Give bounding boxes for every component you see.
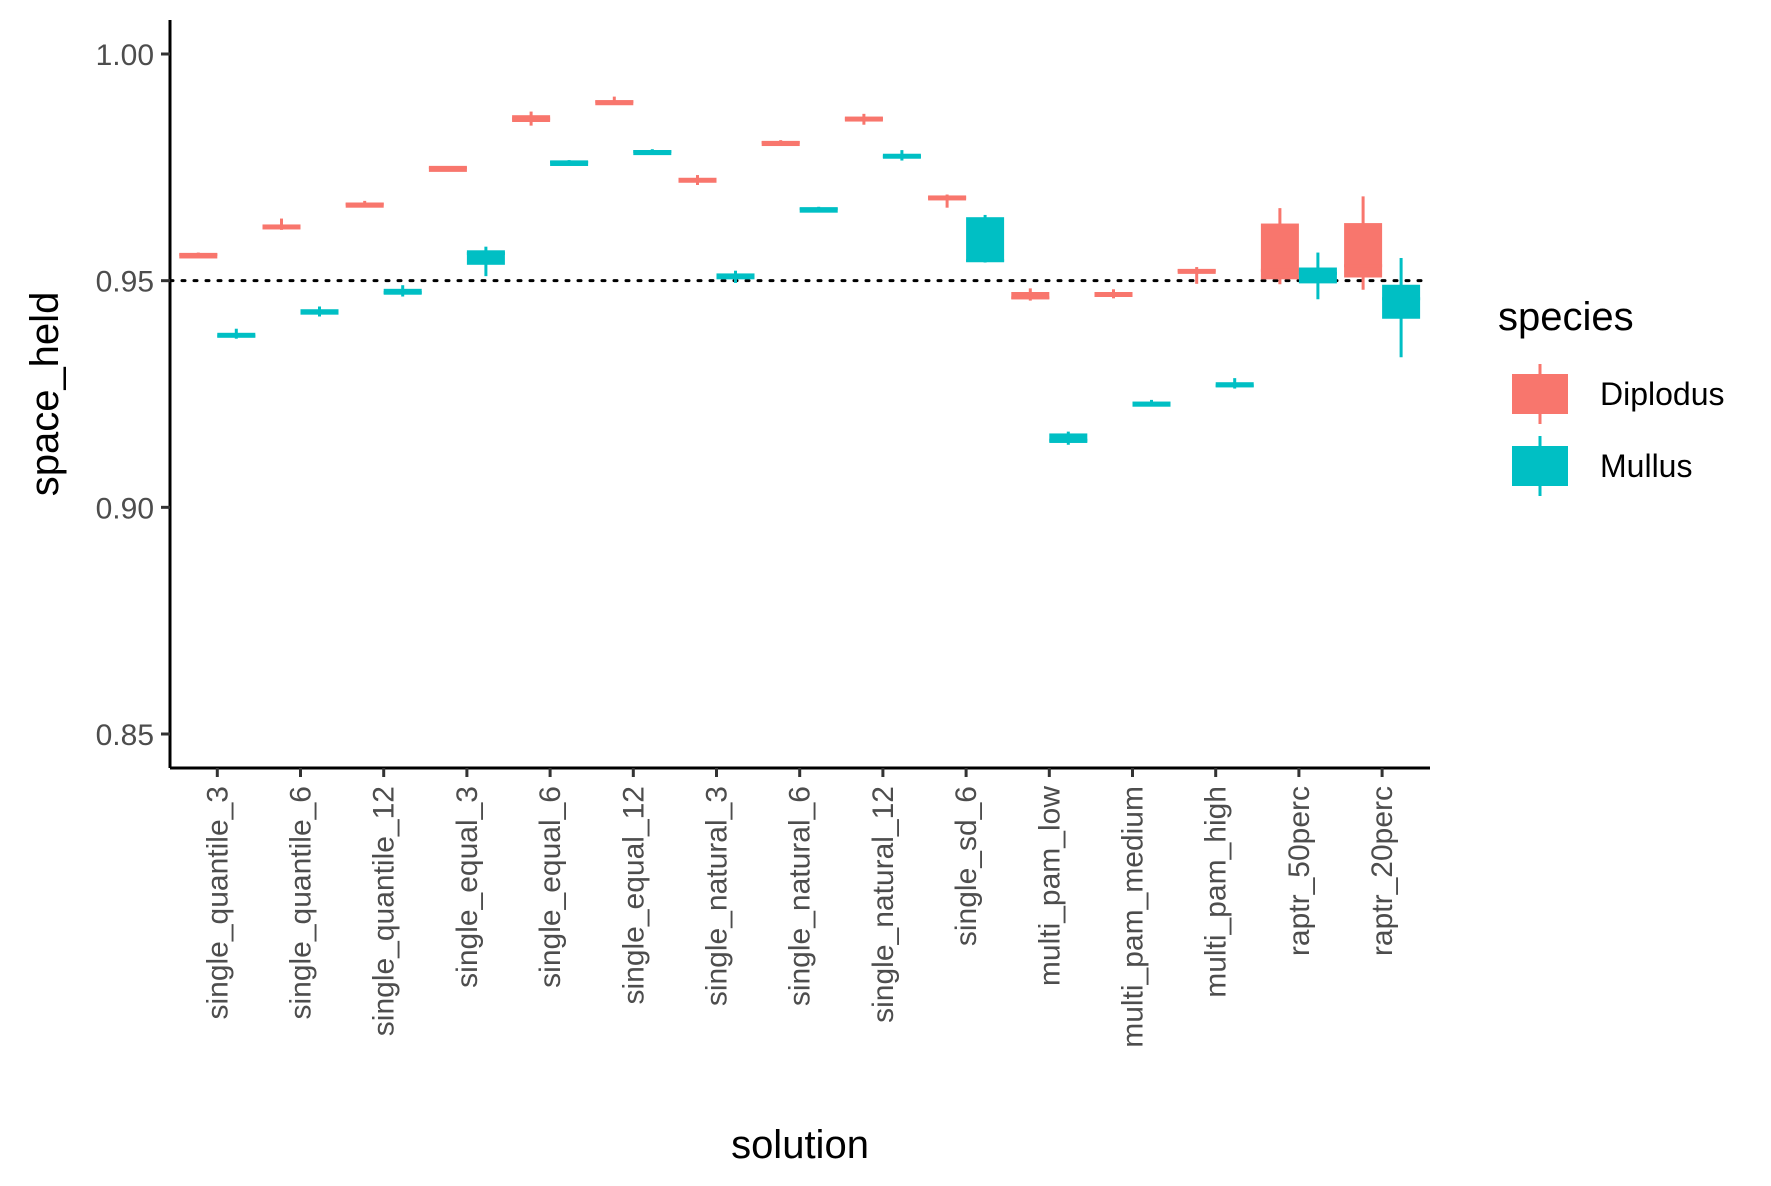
x-tick-label: multi_pam_medium <box>1117 786 1150 1048</box>
legend-item-diplodus: Diplodus <box>1512 364 1725 424</box>
box-mullus-raptr_20perc <box>1382 258 1421 358</box>
legend-key-box <box>1512 374 1568 414</box>
box <box>799 207 838 213</box>
box <box>1344 223 1383 278</box>
box <box>966 217 1005 262</box>
box-diplodus-single_quantile_3 <box>179 252 218 259</box>
box-diplodus-raptr_20perc <box>1344 196 1383 290</box>
box-mullus-single_equal_6 <box>550 160 589 166</box>
box <box>1298 267 1337 284</box>
box <box>179 253 218 259</box>
box-diplodus-single_equal_12 <box>595 96 634 106</box>
x-tick-label: single_equal_3 <box>451 786 484 988</box>
box-mullus-single_equal_12 <box>633 149 672 156</box>
y-tick-label: 1.00 <box>96 39 154 72</box>
legend-label: Diplodus <box>1600 376 1725 412</box>
x-tick-label: single_natural_12 <box>867 786 900 1023</box>
box <box>1049 433 1088 443</box>
legend-key-box <box>1512 446 1568 486</box>
box-mullus-raptr_50perc <box>1298 252 1337 300</box>
box-diplodus-multi_pam_medium <box>1094 289 1133 299</box>
box-diplodus-single_quantile_12 <box>345 200 384 208</box>
box <box>1382 284 1421 319</box>
axes-layer: 0.85 0.90 0.95 1.00 single_quantile_3 single_… <box>96 20 1430 1048</box>
box-mullus-single_quantile_3 <box>217 328 256 339</box>
box-mullus-multi_pam_low <box>1049 431 1088 445</box>
x-tick-label: single_natural_6 <box>784 786 817 1006</box>
box-diplodus-single_natural_3 <box>678 175 717 186</box>
box-mullus-single_natural_6 <box>799 206 838 213</box>
y-tick-label: 0.90 <box>96 492 154 525</box>
x-tick-label: single_quantile_6 <box>285 786 318 1020</box>
box <box>428 166 467 172</box>
box-mullus-single_natural_3 <box>716 270 755 283</box>
box-mullus-single_quantile_12 <box>383 285 422 297</box>
box-diplodus-multi_pam_low <box>1011 288 1050 301</box>
x-tick-label: single_quantile_12 <box>368 786 401 1036</box>
box-diplodus-single_equal_3 <box>428 165 467 172</box>
legend-items: Diplodus Mullus <box>1512 364 1725 496</box>
x-tick-label: single_equal_6 <box>534 786 567 988</box>
y-tick-label: 0.85 <box>96 719 154 752</box>
box-mullus-single_equal_3 <box>466 246 505 277</box>
legend-item-mullus: Mullus <box>1512 436 1692 496</box>
box <box>550 160 589 166</box>
box-diplodus-single_natural_12 <box>844 113 883 125</box>
x-axis-title: solution <box>731 1123 869 1167</box>
box-mullus-single_natural_12 <box>882 150 921 161</box>
y-axis-title: space_held <box>23 292 67 497</box>
x-tick-label: multi_pam_high <box>1200 786 1233 998</box>
x-tick-label: single_equal_12 <box>617 786 650 1005</box>
box-diplodus-multi_pam_high <box>1177 267 1216 284</box>
x-tick-label: raptr_50perc <box>1283 786 1316 956</box>
boxes-layer <box>179 96 1421 445</box>
x-tick-label: single_sd_6 <box>950 786 983 946</box>
box-diplodus-single_natural_6 <box>761 140 800 147</box>
box-diplodus-single_quantile_6 <box>262 218 301 230</box>
box-diplodus-single_sd_6 <box>928 194 967 208</box>
box-mullus-multi_pam_medium <box>1132 399 1171 407</box>
y-tick-label: 0.95 <box>96 266 154 299</box>
legend-label: Mullus <box>1600 448 1692 484</box>
box-mullus-single_sd_6 <box>966 214 1005 263</box>
x-tick-label: multi_pam_low <box>1033 786 1066 986</box>
box-diplodus-single_equal_6 <box>512 111 551 126</box>
box-mullus-multi_pam_high <box>1215 378 1254 389</box>
box-diplodus-raptr_50perc <box>1260 208 1299 285</box>
x-tick-label: single_quantile_3 <box>201 786 234 1020</box>
legend-title: species <box>1498 295 1634 339</box>
box <box>1011 292 1050 300</box>
x-tick-label: single_natural_3 <box>701 786 734 1006</box>
x-tick-label: raptr_20perc <box>1366 786 1399 956</box>
box-mullus-single_quantile_6 <box>300 306 339 317</box>
legend: species Diplodus Mullus <box>1498 295 1725 496</box>
